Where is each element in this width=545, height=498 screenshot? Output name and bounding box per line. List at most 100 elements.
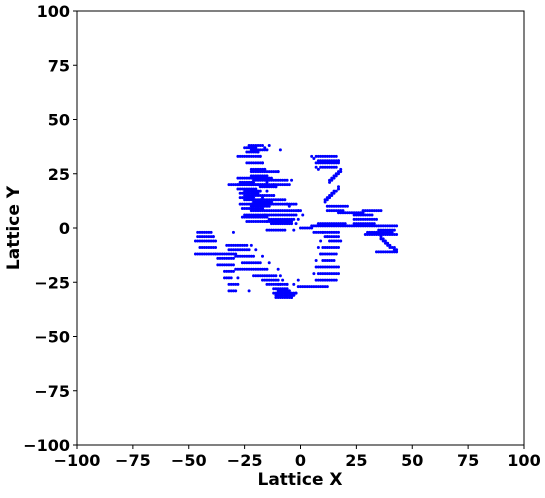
data-point [238, 248, 242, 252]
data-point [281, 222, 285, 226]
data-point [274, 185, 278, 189]
data-point [274, 198, 278, 202]
data-point [357, 224, 361, 228]
data-point [392, 228, 396, 232]
data-point [252, 174, 256, 178]
data-point [372, 230, 376, 234]
data-point [220, 256, 224, 260]
data-point [231, 252, 235, 256]
y-tick-label: 75 [48, 56, 70, 75]
data-point [325, 154, 329, 158]
data-point [261, 167, 264, 171]
data-point [386, 250, 390, 254]
data-point [287, 293, 291, 297]
data-point [269, 228, 273, 232]
data-point [272, 274, 276, 278]
data-point [383, 250, 387, 254]
data-point [247, 213, 251, 217]
data-point [285, 213, 289, 217]
data-point [267, 178, 271, 182]
data-point [312, 230, 316, 234]
data-point [321, 272, 325, 276]
data-point [390, 246, 394, 250]
data-point [247, 180, 251, 184]
data-point [290, 293, 294, 297]
data-point [361, 213, 365, 217]
data-point [207, 252, 211, 256]
data-point [227, 252, 231, 256]
data-point [261, 185, 264, 189]
data-point [328, 259, 332, 263]
data-point [263, 204, 267, 208]
data-point [323, 252, 327, 256]
data-point [254, 154, 258, 158]
data-point [274, 219, 278, 223]
data-point [379, 235, 383, 239]
data-point [249, 243, 253, 247]
data-point [240, 267, 244, 271]
data-point [328, 230, 332, 234]
data-point [274, 228, 278, 232]
data-point [281, 295, 285, 299]
y-tick-label: −100 [23, 436, 70, 455]
data-point [374, 230, 378, 234]
data-point [325, 209, 329, 213]
data-point [243, 243, 247, 247]
data-point [225, 252, 229, 256]
data-point [225, 263, 229, 267]
data-point [274, 202, 278, 206]
data-point [388, 224, 392, 228]
data-point [245, 196, 249, 200]
data-point [234, 267, 238, 271]
data-point [227, 243, 231, 247]
data-point [272, 213, 276, 217]
data-point [287, 183, 291, 187]
data-point [339, 204, 343, 208]
data-point [310, 154, 314, 158]
data-point [272, 183, 276, 187]
data-point [290, 213, 294, 217]
data-point [339, 170, 343, 174]
data-point [256, 176, 260, 180]
data-point [269, 219, 273, 223]
data-point [332, 209, 336, 213]
data-point [256, 202, 260, 206]
data-point [274, 209, 278, 213]
data-point [256, 215, 260, 219]
data-point [274, 274, 278, 278]
data-point [207, 230, 211, 234]
data-point [328, 272, 332, 276]
data-point [334, 278, 338, 282]
data-point [285, 293, 289, 297]
data-point [352, 224, 356, 228]
data-point [357, 213, 361, 217]
data-point [216, 263, 220, 267]
data-point [281, 202, 285, 206]
data-point [240, 196, 244, 200]
data-point [227, 183, 231, 187]
data-point [198, 246, 202, 250]
data-point [263, 219, 267, 223]
data-point [249, 254, 253, 258]
data-point [272, 193, 276, 197]
data-point [267, 176, 271, 180]
data-point [283, 219, 287, 223]
data-point [249, 198, 253, 202]
x-tick-label: −75 [115, 451, 151, 470]
data-point [274, 293, 278, 297]
data-point [245, 261, 249, 265]
y-tick-label: 100 [37, 2, 70, 21]
data-point [254, 146, 258, 150]
data-point [265, 189, 269, 193]
data-point [223, 263, 227, 267]
data-point [274, 217, 278, 221]
data-point [381, 233, 385, 237]
data-point [359, 213, 363, 217]
data-point [395, 250, 399, 254]
data-point [361, 224, 365, 228]
data-point [337, 161, 340, 165]
data-point [321, 159, 325, 163]
data-point [276, 278, 280, 282]
data-point [316, 224, 320, 228]
data-point [276, 209, 280, 213]
